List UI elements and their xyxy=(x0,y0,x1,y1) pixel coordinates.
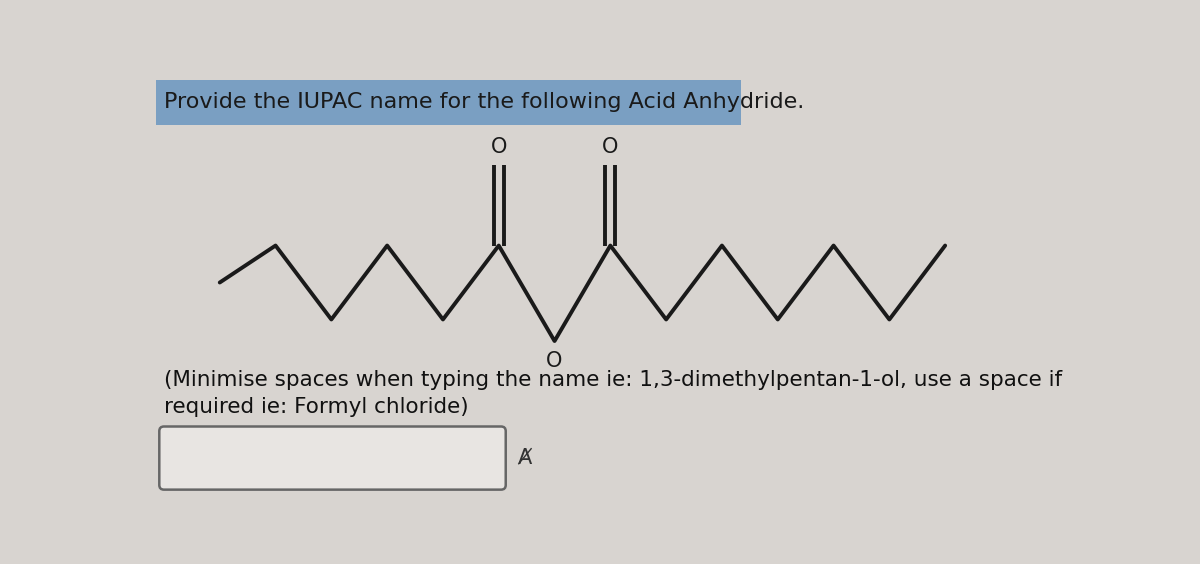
Text: O: O xyxy=(546,351,563,371)
FancyBboxPatch shape xyxy=(160,426,505,490)
Text: A̸: A̸ xyxy=(518,448,533,468)
Text: (Minimise spaces when typing the name ie: 1,3-dimethylpentan-1-ol, use a space i: (Minimise spaces when typing the name ie… xyxy=(164,369,1062,417)
Text: O: O xyxy=(602,137,618,157)
Bar xyxy=(156,80,742,125)
Text: O: O xyxy=(491,137,506,157)
Text: Provide the IUPAC name for the following Acid Anhydride.: Provide the IUPAC name for the following… xyxy=(164,92,804,112)
